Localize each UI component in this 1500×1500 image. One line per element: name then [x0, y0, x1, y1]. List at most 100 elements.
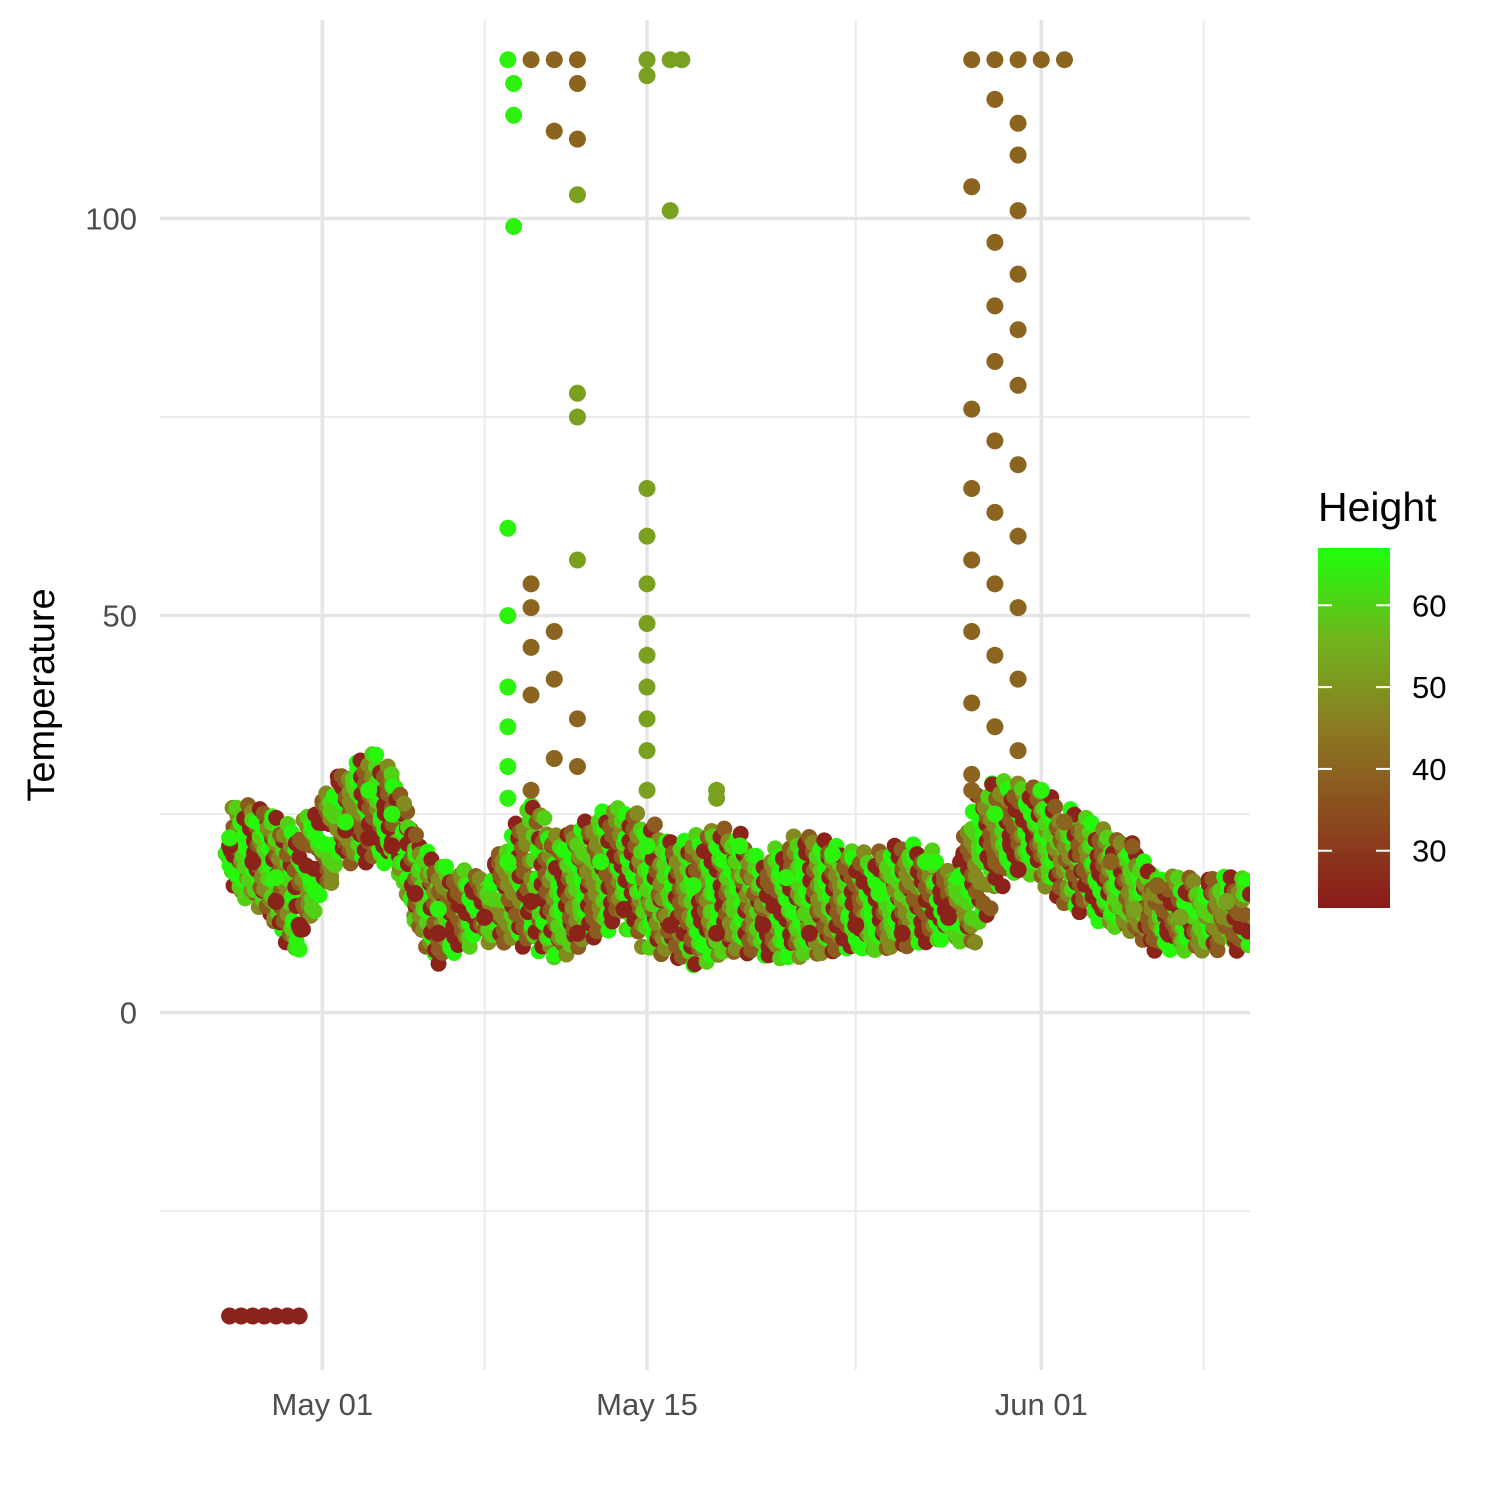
data-point: [1009, 265, 1027, 283]
data-point: [1125, 900, 1143, 918]
data-point: [588, 923, 605, 940]
data-point: [1124, 838, 1141, 855]
data-point: [1009, 599, 1027, 617]
data-point: [499, 51, 517, 69]
grid-major: [160, 20, 1250, 1370]
data-point: [568, 408, 586, 426]
data-point: [986, 51, 1004, 69]
data-point: [638, 646, 656, 664]
data-point: [708, 789, 726, 807]
data-point: [916, 853, 934, 871]
data-point: [986, 432, 1004, 450]
data-point: [545, 670, 563, 688]
data-point: [986, 646, 1004, 664]
data-point: [967, 934, 984, 951]
data-point: [684, 877, 702, 895]
y-axis-tick-labels: 0 50 100: [85, 202, 137, 1031]
data-point: [568, 186, 586, 204]
data-point: [1185, 873, 1202, 890]
data-point: [545, 51, 563, 69]
data-point: [499, 678, 517, 696]
data-point: [963, 694, 981, 712]
data-point: [986, 805, 1004, 823]
data-point: [383, 805, 401, 823]
data-point: [568, 75, 586, 93]
data-point: [568, 130, 586, 148]
data-point: [638, 742, 656, 760]
data-point: [1009, 376, 1027, 394]
data-point: [1032, 51, 1050, 69]
data-point: [1148, 877, 1166, 895]
data-point: [1009, 202, 1027, 220]
data-point: [383, 837, 401, 855]
x-tick-label: May 01: [272, 1387, 374, 1422]
data-point: [244, 853, 262, 871]
data-point: [1171, 908, 1189, 926]
data-point: [963, 400, 981, 418]
data-point: [499, 853, 517, 871]
data-point: [1009, 456, 1027, 474]
data-point: [824, 845, 842, 863]
data-point: [1238, 872, 1250, 889]
data-point: [1009, 51, 1027, 69]
data-point-bands: [217, 746, 1250, 974]
data-point: [940, 908, 958, 926]
data-point: [1222, 869, 1239, 886]
data-point: [290, 940, 308, 958]
data-point: [1209, 942, 1226, 959]
data-point: [994, 878, 1011, 895]
data-point: [1009, 527, 1027, 545]
data-point: [731, 837, 749, 855]
data-point: [429, 900, 447, 918]
data-point: [986, 90, 1004, 108]
data-point: [476, 908, 494, 926]
data-point: [522, 575, 540, 593]
data-point: [754, 916, 772, 934]
data-point: [638, 781, 656, 799]
data-point: [800, 924, 818, 942]
data-point: [986, 297, 1004, 315]
data-point: [360, 781, 378, 799]
y-tick-label: 100: [85, 202, 137, 237]
legend-title: Height: [1318, 484, 1437, 530]
y-axis-title: Temperature: [21, 588, 63, 801]
data-point: [716, 820, 733, 837]
data-point: [429, 924, 447, 942]
data-point: [267, 892, 285, 910]
data-point: [396, 795, 413, 812]
data-point: [986, 503, 1004, 521]
data-point: [673, 51, 691, 69]
data-point: [545, 122, 563, 140]
data-point: [499, 718, 517, 736]
data-point: [290, 1307, 308, 1325]
legend: Height 30 40 50 60: [1318, 484, 1446, 908]
data-point: [816, 832, 833, 849]
data-point: [638, 67, 656, 85]
data-point: [438, 858, 455, 875]
data-point: [505, 217, 523, 235]
data-point: [1009, 321, 1027, 339]
legend-colorbar: [1318, 548, 1390, 908]
data-point: [661, 202, 679, 220]
data-point: [827, 941, 844, 958]
legend-tick-label: 40: [1412, 752, 1446, 787]
data-point: [646, 816, 663, 833]
data-point: [986, 233, 1004, 251]
data-point: [714, 943, 731, 960]
data-point: [615, 900, 633, 918]
data-point: [568, 757, 586, 775]
data-point: [963, 765, 981, 783]
legend-tick-label: 50: [1412, 670, 1446, 705]
data-point: [951, 933, 968, 950]
data-point: [1009, 861, 1027, 879]
data-point: [505, 75, 523, 93]
data-point: [290, 916, 308, 934]
data-point: [795, 945, 812, 962]
data-point: [221, 829, 239, 847]
y-tick-label: 0: [120, 996, 137, 1031]
data-point: [638, 615, 656, 633]
data-point: [963, 51, 981, 69]
data-point: [360, 829, 378, 847]
data-point: [982, 900, 999, 917]
data-point: [882, 938, 899, 955]
